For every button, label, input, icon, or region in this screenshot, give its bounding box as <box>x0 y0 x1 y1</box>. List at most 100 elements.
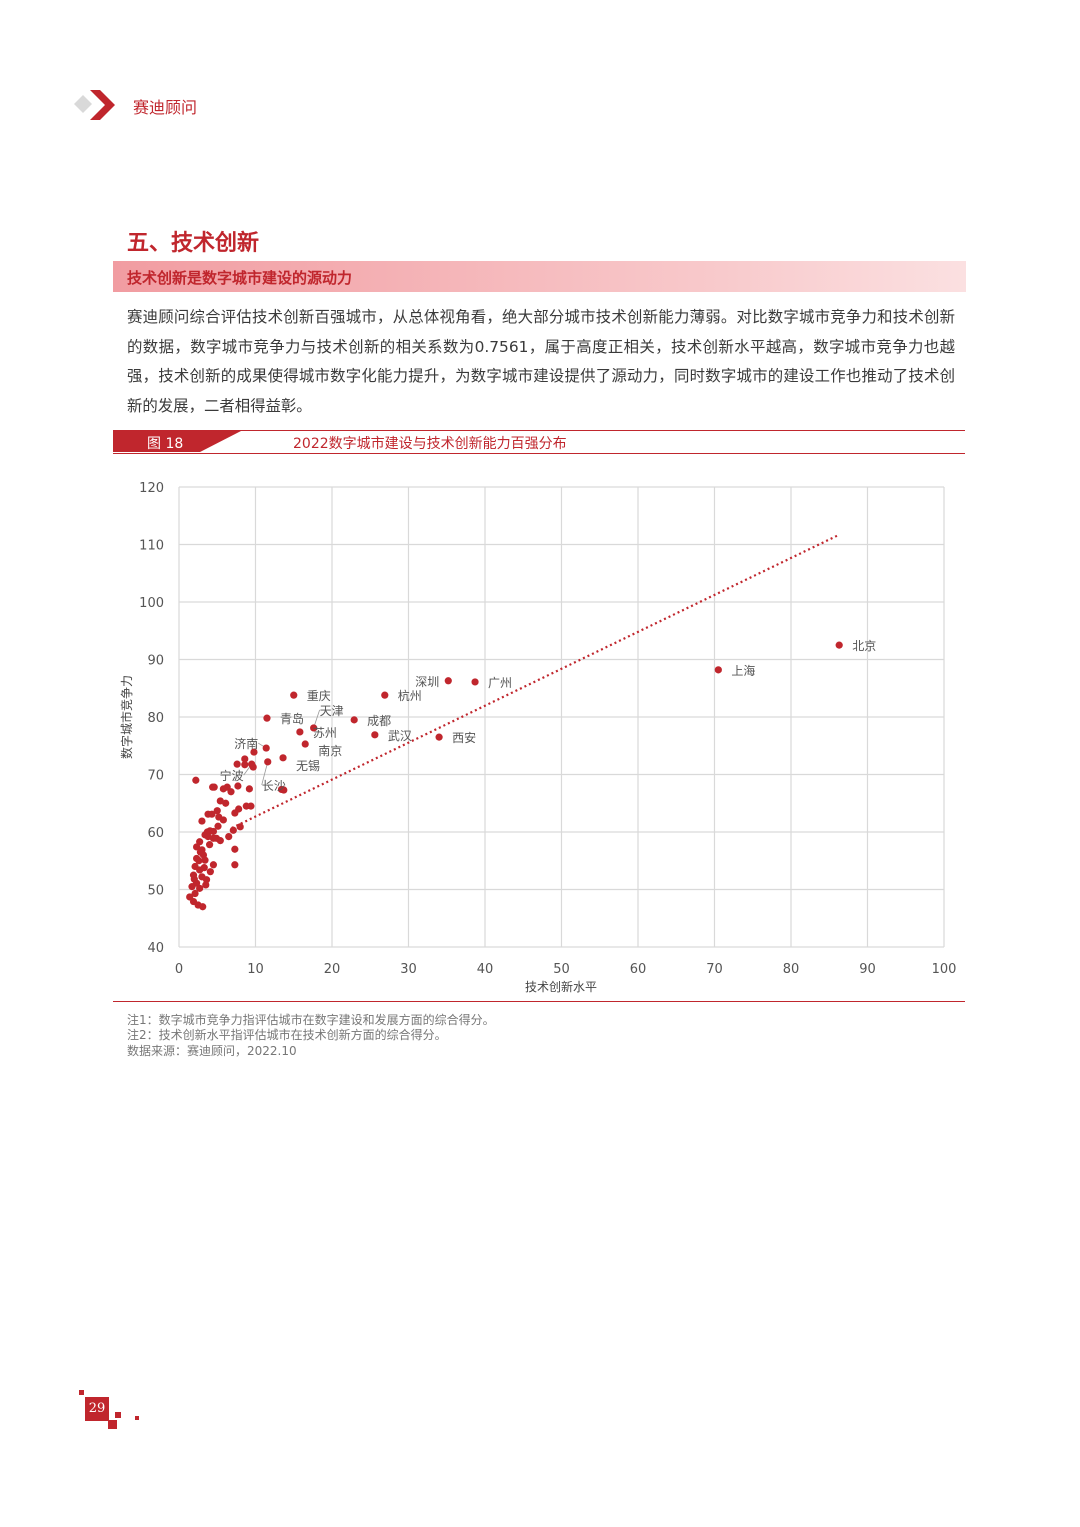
data-point <box>198 817 206 825</box>
data-source: 数据来源：赛迪顾问，2022.10 <box>127 1044 297 1058</box>
y-tick-label: 80 <box>147 711 164 726</box>
data-point <box>219 816 227 824</box>
point-label: 青岛 <box>280 711 304 726</box>
y-tick-label: 110 <box>139 539 164 554</box>
y-tick-label: 90 <box>147 654 164 669</box>
brand-name: 赛迪顾问 <box>133 98 198 117</box>
data-point <box>471 678 479 686</box>
data-point <box>191 889 199 898</box>
data-point <box>835 641 843 649</box>
x-tick-label: 60 <box>630 962 647 977</box>
point-label: 长沙 <box>262 779 286 793</box>
section-title: 五、技术创新 <box>127 231 260 256</box>
decor-square <box>79 1390 84 1395</box>
section-subtitle: 技术创新是数字城市建设的源动力 <box>127 269 353 287</box>
data-point <box>200 864 208 872</box>
page-number: 29 <box>85 1397 109 1421</box>
data-point <box>231 809 239 817</box>
y-tick-label: 70 <box>147 769 164 784</box>
data-point <box>381 691 389 699</box>
data-point <box>301 740 309 748</box>
figure-title: 2022数字城市建设与技术创新能力百强分布 <box>293 436 567 452</box>
x-tick-label: 0 <box>175 962 183 977</box>
section-subtitle-bar: 技术创新是数字城市建设的源动力 <box>113 261 966 292</box>
data-point <box>206 841 214 849</box>
data-point <box>227 788 235 796</box>
data-point <box>248 760 256 768</box>
data-point <box>214 822 222 830</box>
point-label: 南京 <box>318 743 342 758</box>
point-label: 广州 <box>488 676 512 690</box>
x-axis-title: 技术创新水平 <box>525 979 597 994</box>
body-paragraph: 赛迪顾问综合评估技术创新百强城市，从总体视角看，绝大部分城市技术创新能力薄弱。对… <box>127 308 955 415</box>
data-point <box>216 837 224 845</box>
point-label: 武汉 <box>388 729 412 743</box>
data-point <box>233 760 241 768</box>
point-label: 杭州 <box>398 688 422 703</box>
scatter-chart: 0 10 20 30 40 50 60 70 80 90 100 40 50 60 70 80 90 100 110… <box>119 481 956 994</box>
decor-square <box>135 1416 139 1420</box>
data-point <box>231 861 239 869</box>
x-tick-label: 70 <box>706 962 723 977</box>
data-point <box>192 776 200 784</box>
y-axis-title: 数字城市竞争力 <box>119 675 134 759</box>
brand-logo-icon <box>74 90 115 120</box>
decor-square <box>115 1412 121 1418</box>
notes-divider <box>113 1001 965 1002</box>
trendline <box>231 533 840 829</box>
data-point <box>279 754 287 762</box>
point-label: 深圳 <box>415 675 439 689</box>
data-point <box>225 833 233 841</box>
data-point <box>188 883 196 891</box>
data-point <box>236 823 244 831</box>
data-point <box>199 903 207 911</box>
data-point <box>280 786 288 794</box>
y-tick-label: 120 <box>139 481 164 496</box>
data-point <box>206 868 214 876</box>
data-point <box>444 677 452 685</box>
data-point <box>241 755 249 763</box>
data-point <box>195 857 203 865</box>
data-point <box>208 810 216 818</box>
data-point <box>247 802 255 810</box>
data-point <box>209 783 217 791</box>
data-point <box>263 714 271 722</box>
x-tick-label: 30 <box>400 962 417 977</box>
y-tick-label: 50 <box>147 884 164 899</box>
data-point <box>350 716 358 724</box>
data-point <box>310 724 318 732</box>
data-point <box>262 744 270 752</box>
data-point <box>250 748 258 756</box>
data-point <box>296 728 304 736</box>
x-tick-label: 90 <box>859 962 876 977</box>
point-label: 西安 <box>452 730 476 745</box>
data-point <box>190 875 198 883</box>
data-point <box>222 799 230 807</box>
point-label: 北京 <box>852 639 876 653</box>
point-label: 上海 <box>731 663 755 678</box>
data-point <box>234 782 242 790</box>
y-tick-label: 60 <box>147 826 164 841</box>
data-point <box>192 843 201 851</box>
figure-tag <box>113 431 241 452</box>
note-2: 注2：技术创新水平指评估城市在技术创新方面的综合得分。 <box>127 1028 447 1042</box>
data-point <box>229 826 237 834</box>
data-point <box>245 785 253 793</box>
data-point <box>714 666 722 674</box>
data-point <box>241 761 249 769</box>
x-tick-label: 40 <box>477 962 494 977</box>
data-point <box>231 845 239 853</box>
data-point <box>290 691 298 699</box>
point-label: 天津 <box>320 704 344 718</box>
figure-number: 图 18 <box>147 436 184 452</box>
x-tick-label: 50 <box>553 962 570 977</box>
data-point <box>209 827 218 836</box>
x-tick-label: 10 <box>247 962 264 977</box>
data-point <box>201 856 209 864</box>
data-point <box>202 881 210 889</box>
data-point <box>213 807 221 815</box>
point-label: 济南 <box>234 736 258 751</box>
point-label: 成都 <box>367 714 391 728</box>
label-leader-line <box>261 761 269 785</box>
data-point <box>196 848 205 856</box>
